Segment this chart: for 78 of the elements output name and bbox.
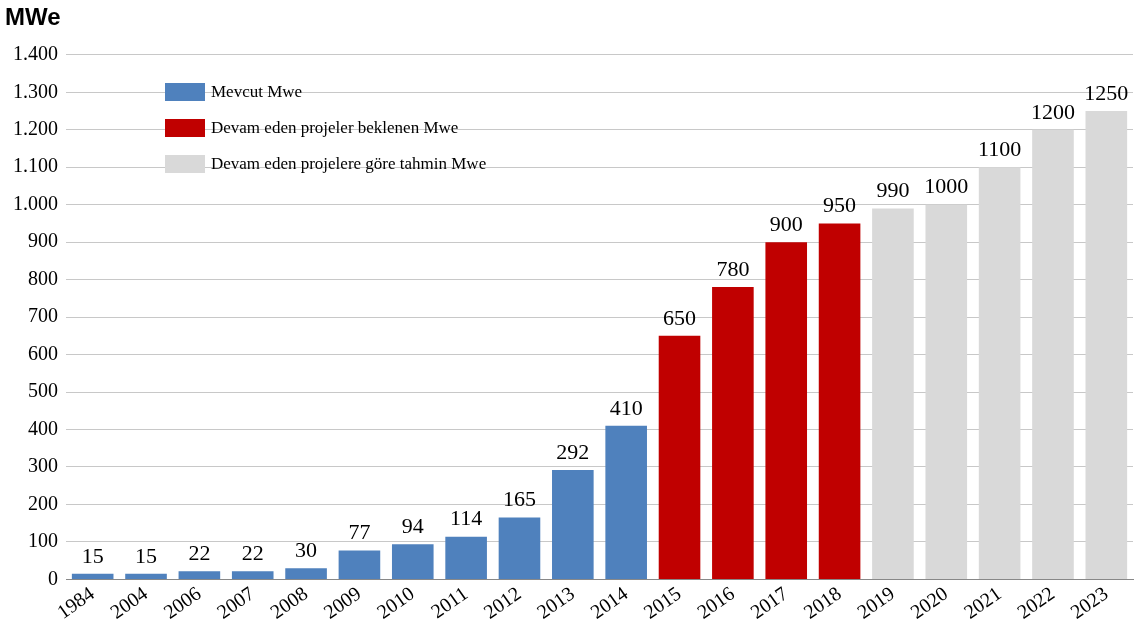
x-tick-label: 2015 — [639, 581, 685, 623]
y-tick-label: 400 — [28, 416, 58, 439]
bar — [818, 223, 861, 579]
data-label: 1200 — [1030, 98, 1075, 124]
y-tick-label: 1.100 — [13, 154, 58, 177]
chart-title: MWe — [5, 3, 61, 31]
legend-label: Devam eden projeler beklenen Mwe — [211, 118, 459, 138]
x-tick-label: 2014 — [586, 581, 632, 623]
x-tick-label: 2012 — [479, 581, 525, 623]
y-tick-label: 0 — [48, 566, 58, 589]
data-label: 77 — [348, 519, 371, 545]
legend-label: Mevcut Mwe — [211, 82, 303, 102]
x-tick-label: 2013 — [532, 581, 579, 623]
data-label: 15 — [135, 542, 158, 568]
x-tick-label: 2016 — [692, 581, 739, 623]
x-tick-label: 2023 — [1066, 581, 1112, 623]
data-label: 22 — [188, 539, 211, 565]
bar — [765, 242, 808, 579]
y-tick-label: 1.200 — [13, 116, 58, 139]
x-tick-label: 2010 — [372, 581, 419, 623]
y-tick-label: 800 — [28, 266, 58, 289]
y-tick-label: 1.300 — [13, 79, 58, 102]
bar — [391, 544, 434, 579]
data-label: 1000 — [924, 173, 969, 199]
y-tick-label: 200 — [28, 491, 58, 514]
x-tick-label: 2018 — [799, 581, 845, 623]
x-tick-label: 2020 — [906, 581, 952, 623]
data-label: 950 — [823, 192, 857, 218]
data-label: 94 — [401, 512, 424, 538]
data-label: 1100 — [978, 135, 1022, 161]
bar — [1032, 129, 1074, 579]
y-tick-label: 700 — [28, 304, 58, 327]
data-label: 410 — [609, 394, 643, 420]
bar — [71, 573, 114, 579]
bar — [552, 469, 594, 579]
data-label: 990 — [876, 177, 910, 203]
data-label: 22 — [241, 539, 264, 565]
bar — [178, 571, 221, 579]
bar — [978, 167, 1021, 579]
data-label: 900 — [769, 210, 803, 236]
legend-label: Devam eden projelere göre tahmin Mwe — [211, 154, 487, 174]
x-tick-label: 2021 — [959, 581, 1005, 623]
bar — [658, 335, 701, 579]
data-label: 292 — [556, 438, 590, 464]
x-tick-label: 2004 — [105, 581, 152, 623]
x-tick-label: 2019 — [852, 581, 899, 623]
bar — [338, 550, 381, 579]
x-tick-label: 2009 — [319, 581, 365, 623]
bar — [1085, 111, 1128, 579]
x-tick-label: 2006 — [159, 581, 205, 623]
y-tick-label: 900 — [28, 229, 58, 252]
bar — [498, 517, 541, 579]
y-tick-label: 600 — [28, 341, 58, 364]
data-label: 165 — [502, 486, 536, 512]
data-label: 15 — [81, 542, 104, 568]
data-label: 1250 — [1084, 79, 1129, 105]
bar — [605, 425, 647, 579]
x-tick-label: 2007 — [212, 581, 259, 623]
data-label: 780 — [716, 255, 750, 281]
bar — [712, 287, 754, 579]
bar — [925, 204, 968, 579]
y-tick-label: 1.400 — [13, 42, 58, 65]
x-tick-label: 2022 — [1012, 581, 1059, 623]
bar — [285, 568, 327, 579]
bar — [125, 573, 167, 579]
x-tick-label: 2008 — [266, 581, 312, 623]
x-tick-label: 2017 — [746, 581, 792, 623]
bar — [445, 536, 487, 579]
y-tick-label: 500 — [28, 379, 58, 402]
bar — [872, 208, 914, 579]
bar — [231, 571, 274, 579]
data-label: 650 — [663, 304, 697, 330]
x-tick-label: 2011 — [426, 581, 472, 623]
y-tick-label: 1.000 — [13, 191, 58, 214]
y-tick-label: 300 — [28, 454, 58, 477]
y-tick-label: 100 — [28, 529, 58, 552]
data-label: 30 — [295, 536, 318, 562]
data-label: 114 — [450, 505, 483, 531]
